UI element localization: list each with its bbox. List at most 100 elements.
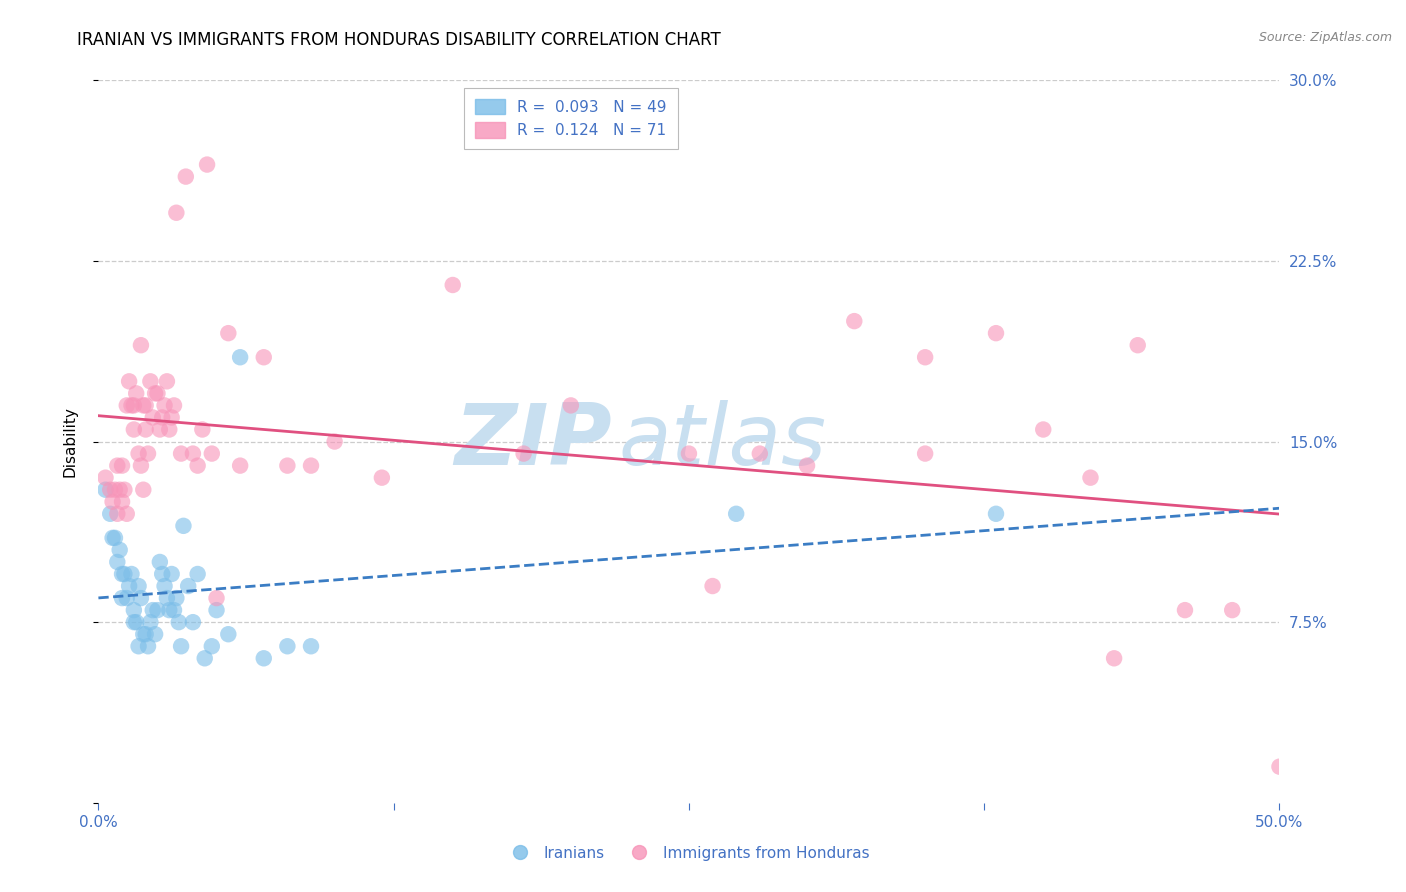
Point <box>128 579 150 593</box>
Point <box>205 591 228 605</box>
Point <box>149 422 172 436</box>
Point <box>132 483 155 497</box>
Point <box>153 579 176 593</box>
Point <box>191 422 214 436</box>
Point <box>108 542 131 557</box>
Point <box>125 386 148 401</box>
Y-axis label: Disability: Disability <box>63 406 77 477</box>
Point <box>115 398 138 412</box>
Point <box>163 603 186 617</box>
Point <box>101 531 124 545</box>
Point <box>129 458 152 473</box>
Point <box>128 446 150 460</box>
Text: IRANIAN VS IMMIGRANTS FROM HONDURAS DISABILITY CORRELATION CHART: IRANIAN VS IMMIGRANTS FROM HONDURAS DISA… <box>77 31 721 49</box>
Point <box>160 410 183 425</box>
Point <box>121 398 143 412</box>
Point <box>112 483 135 497</box>
Point <box>105 507 128 521</box>
Point <box>725 507 748 521</box>
Point <box>135 398 157 412</box>
Point <box>142 603 165 617</box>
Point <box>146 603 169 617</box>
Point <box>163 398 186 412</box>
Point <box>229 350 252 364</box>
Point <box>139 615 162 630</box>
Point <box>984 507 1007 521</box>
Point <box>112 567 135 582</box>
Point <box>118 579 141 593</box>
Point <box>167 615 190 630</box>
Point <box>678 446 700 460</box>
Point <box>146 386 169 401</box>
Point <box>323 434 346 449</box>
Point <box>914 446 936 460</box>
Point <box>136 446 159 460</box>
Point <box>132 398 155 412</box>
Point <box>143 627 166 641</box>
Point <box>253 651 276 665</box>
Point <box>229 458 252 473</box>
Point <box>98 507 121 521</box>
Point <box>205 603 228 617</box>
Point <box>157 603 180 617</box>
Point <box>181 446 204 460</box>
Point <box>143 386 166 401</box>
Point <box>174 169 197 184</box>
Point <box>122 398 145 412</box>
Point <box>1126 338 1149 352</box>
Point <box>139 374 162 388</box>
Point <box>1080 470 1102 484</box>
Point <box>104 483 127 497</box>
Point <box>94 483 117 497</box>
Point <box>142 410 165 425</box>
Point <box>165 205 187 219</box>
Point <box>132 627 155 641</box>
Point <box>135 627 157 641</box>
Point <box>299 458 322 473</box>
Point <box>1032 422 1054 436</box>
Point <box>150 567 173 582</box>
Point <box>201 639 224 653</box>
Point <box>177 579 200 593</box>
Point <box>187 458 209 473</box>
Point <box>172 518 194 533</box>
Point <box>194 651 217 665</box>
Point <box>125 615 148 630</box>
Point <box>135 422 157 436</box>
Point <box>195 157 218 171</box>
Text: Source: ZipAtlas.com: Source: ZipAtlas.com <box>1258 31 1392 45</box>
Point <box>512 446 534 460</box>
Point <box>276 458 298 473</box>
Point <box>129 338 152 352</box>
Point <box>111 591 134 605</box>
Point <box>160 567 183 582</box>
Point <box>121 567 143 582</box>
Point <box>299 639 322 653</box>
Point <box>122 615 145 630</box>
Point <box>129 591 152 605</box>
Point <box>94 470 117 484</box>
Point <box>748 446 770 460</box>
Point <box>105 555 128 569</box>
Text: atlas: atlas <box>619 400 827 483</box>
Point <box>796 458 818 473</box>
Point <box>276 639 298 653</box>
Point <box>1268 760 1291 774</box>
Point <box>136 639 159 653</box>
Point <box>122 603 145 617</box>
Point <box>914 350 936 364</box>
Point <box>253 350 276 364</box>
Point <box>111 458 134 473</box>
Point <box>560 398 582 412</box>
Point <box>101 494 124 508</box>
Point <box>104 531 127 545</box>
Point <box>165 591 187 605</box>
Point <box>1102 651 1125 665</box>
Point <box>156 591 179 605</box>
Point <box>187 567 209 582</box>
Point <box>122 422 145 436</box>
Legend: R =  0.093   N = 49, R =  0.124   N = 71: R = 0.093 N = 49, R = 0.124 N = 71 <box>464 88 678 149</box>
Point <box>170 446 193 460</box>
Point <box>984 326 1007 340</box>
Point <box>844 314 866 328</box>
